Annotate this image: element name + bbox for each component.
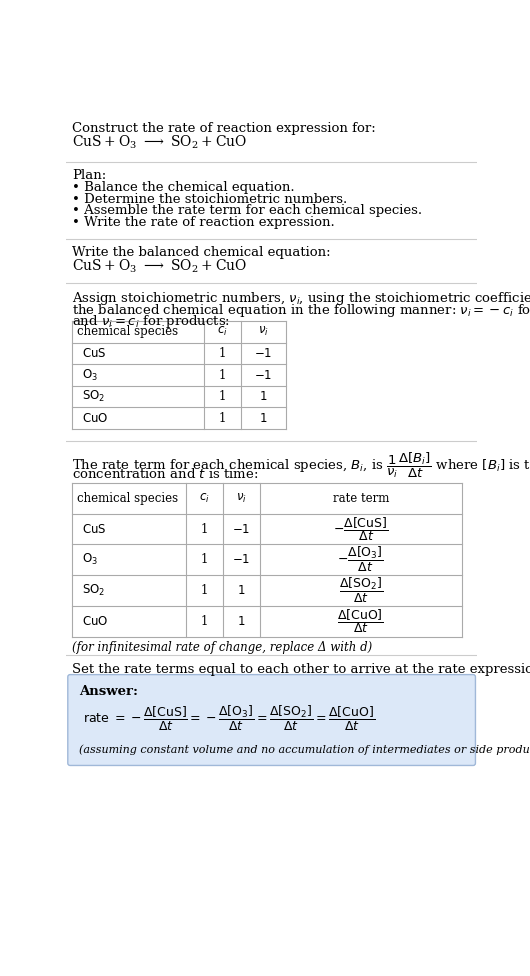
Text: 1: 1 [219,369,226,382]
Text: Write the balanced chemical equation:: Write the balanced chemical equation: [73,247,331,260]
Text: The rate term for each chemical species, $B_i$, is $\dfrac{1}{\nu_i}\dfrac{\Delt: The rate term for each chemical species,… [73,451,530,480]
Text: 1: 1 [219,390,226,403]
Text: Plan:: Plan: [73,170,107,183]
Text: (assuming constant volume and no accumulation of intermediates or side products): (assuming constant volume and no accumul… [78,745,530,755]
Text: $\mathregular{CuS + O_3 \ \longrightarrow \ SO_2 + CuO}$: $\mathregular{CuS + O_3 \ \longrightarro… [73,258,248,275]
Text: $-1$: $-1$ [254,347,272,360]
Text: Construct the rate of reaction expression for:: Construct the rate of reaction expressio… [73,122,376,135]
FancyBboxPatch shape [68,674,475,765]
Text: • Assemble the rate term for each chemical species.: • Assemble the rate term for each chemic… [73,204,422,217]
Text: $\dfrac{\Delta[\mathrm{SO_2}]}{\Delta t}$: $\dfrac{\Delta[\mathrm{SO_2}]}{\Delta t}… [339,576,383,605]
Text: rate term: rate term [332,492,389,505]
Text: chemical species: chemical species [77,492,178,505]
Text: Assign stoichiometric numbers, $\nu_i$, using the stoichiometric coefficients, $: Assign stoichiometric numbers, $\nu_i$, … [73,291,530,307]
Text: rate $= -\dfrac{\Delta[\mathrm{CuS}]}{\Delta t} = -\dfrac{\Delta[\mathrm{O_3}]}{: rate $= -\dfrac{\Delta[\mathrm{CuS}]}{\D… [83,704,375,733]
Text: the balanced chemical equation in the following manner: $\nu_i = -c_i$ for react: the balanced chemical equation in the fo… [73,302,530,319]
Text: $\mathrm{O_3}$: $\mathrm{O_3}$ [82,368,98,383]
Text: $1$: $1$ [259,390,267,403]
Text: $\nu_i$: $\nu_i$ [236,492,247,505]
Text: • Balance the chemical equation.: • Balance the chemical equation. [73,181,295,194]
Text: $-1$: $-1$ [254,369,272,382]
Text: $-1$: $-1$ [232,522,251,536]
Text: $1$: $1$ [259,412,267,425]
Text: • Write the rate of reaction expression.: • Write the rate of reaction expression. [73,216,335,228]
Text: $\mathrm{CuS}$: $\mathrm{CuS}$ [82,522,106,536]
Text: $1$: $1$ [237,585,245,597]
Text: $\mathregular{CuS + O_3 \ \longrightarrow \ SO_2 + CuO}$: $\mathregular{CuS + O_3 \ \longrightarro… [73,134,248,151]
Text: 1: 1 [201,585,208,597]
Text: 1: 1 [201,553,208,566]
Text: $\mathrm{O_3}$: $\mathrm{O_3}$ [82,552,98,567]
Text: $\dfrac{\Delta[\mathrm{CuO}]}{\Delta t}$: $\dfrac{\Delta[\mathrm{CuO}]}{\Delta t}$ [338,607,384,635]
Text: $1$: $1$ [237,615,245,628]
Text: $\mathrm{SO_2}$: $\mathrm{SO_2}$ [82,583,105,598]
Text: 1: 1 [219,412,226,425]
Text: $-\dfrac{\Delta[\mathrm{O_3}]}{\Delta t}$: $-\dfrac{\Delta[\mathrm{O_3}]}{\Delta t}… [338,546,384,574]
Text: $\mathrm{CuO}$: $\mathrm{CuO}$ [82,615,108,628]
Text: $\mathrm{CuO}$: $\mathrm{CuO}$ [82,412,108,425]
Text: $\nu_i$: $\nu_i$ [258,325,269,339]
Text: Answer:: Answer: [78,684,138,698]
Text: (for infinitesimal rate of change, replace Δ with d): (for infinitesimal rate of change, repla… [73,641,373,655]
Text: 1: 1 [201,522,208,536]
Text: $c_i$: $c_i$ [199,492,210,505]
Text: $\mathrm{SO_2}$: $\mathrm{SO_2}$ [82,389,105,404]
Text: $-\dfrac{\Delta[\mathrm{CuS}]}{\Delta t}$: $-\dfrac{\Delta[\mathrm{CuS}]}{\Delta t}… [333,515,388,543]
Text: $c_i$: $c_i$ [217,325,228,339]
Text: 1: 1 [219,347,226,360]
Text: • Determine the stoichiometric numbers.: • Determine the stoichiometric numbers. [73,192,348,206]
Text: 1: 1 [201,615,208,628]
Text: $-1$: $-1$ [232,553,251,566]
Text: concentration and $t$ is time:: concentration and $t$ is time: [73,468,259,481]
Text: $\mathrm{CuS}$: $\mathrm{CuS}$ [82,347,106,360]
Text: and $\nu_i = c_i$ for products:: and $\nu_i = c_i$ for products: [73,313,231,331]
Text: Set the rate terms equal to each other to arrive at the rate expression:: Set the rate terms equal to each other t… [73,663,530,676]
Text: chemical species: chemical species [77,325,178,339]
